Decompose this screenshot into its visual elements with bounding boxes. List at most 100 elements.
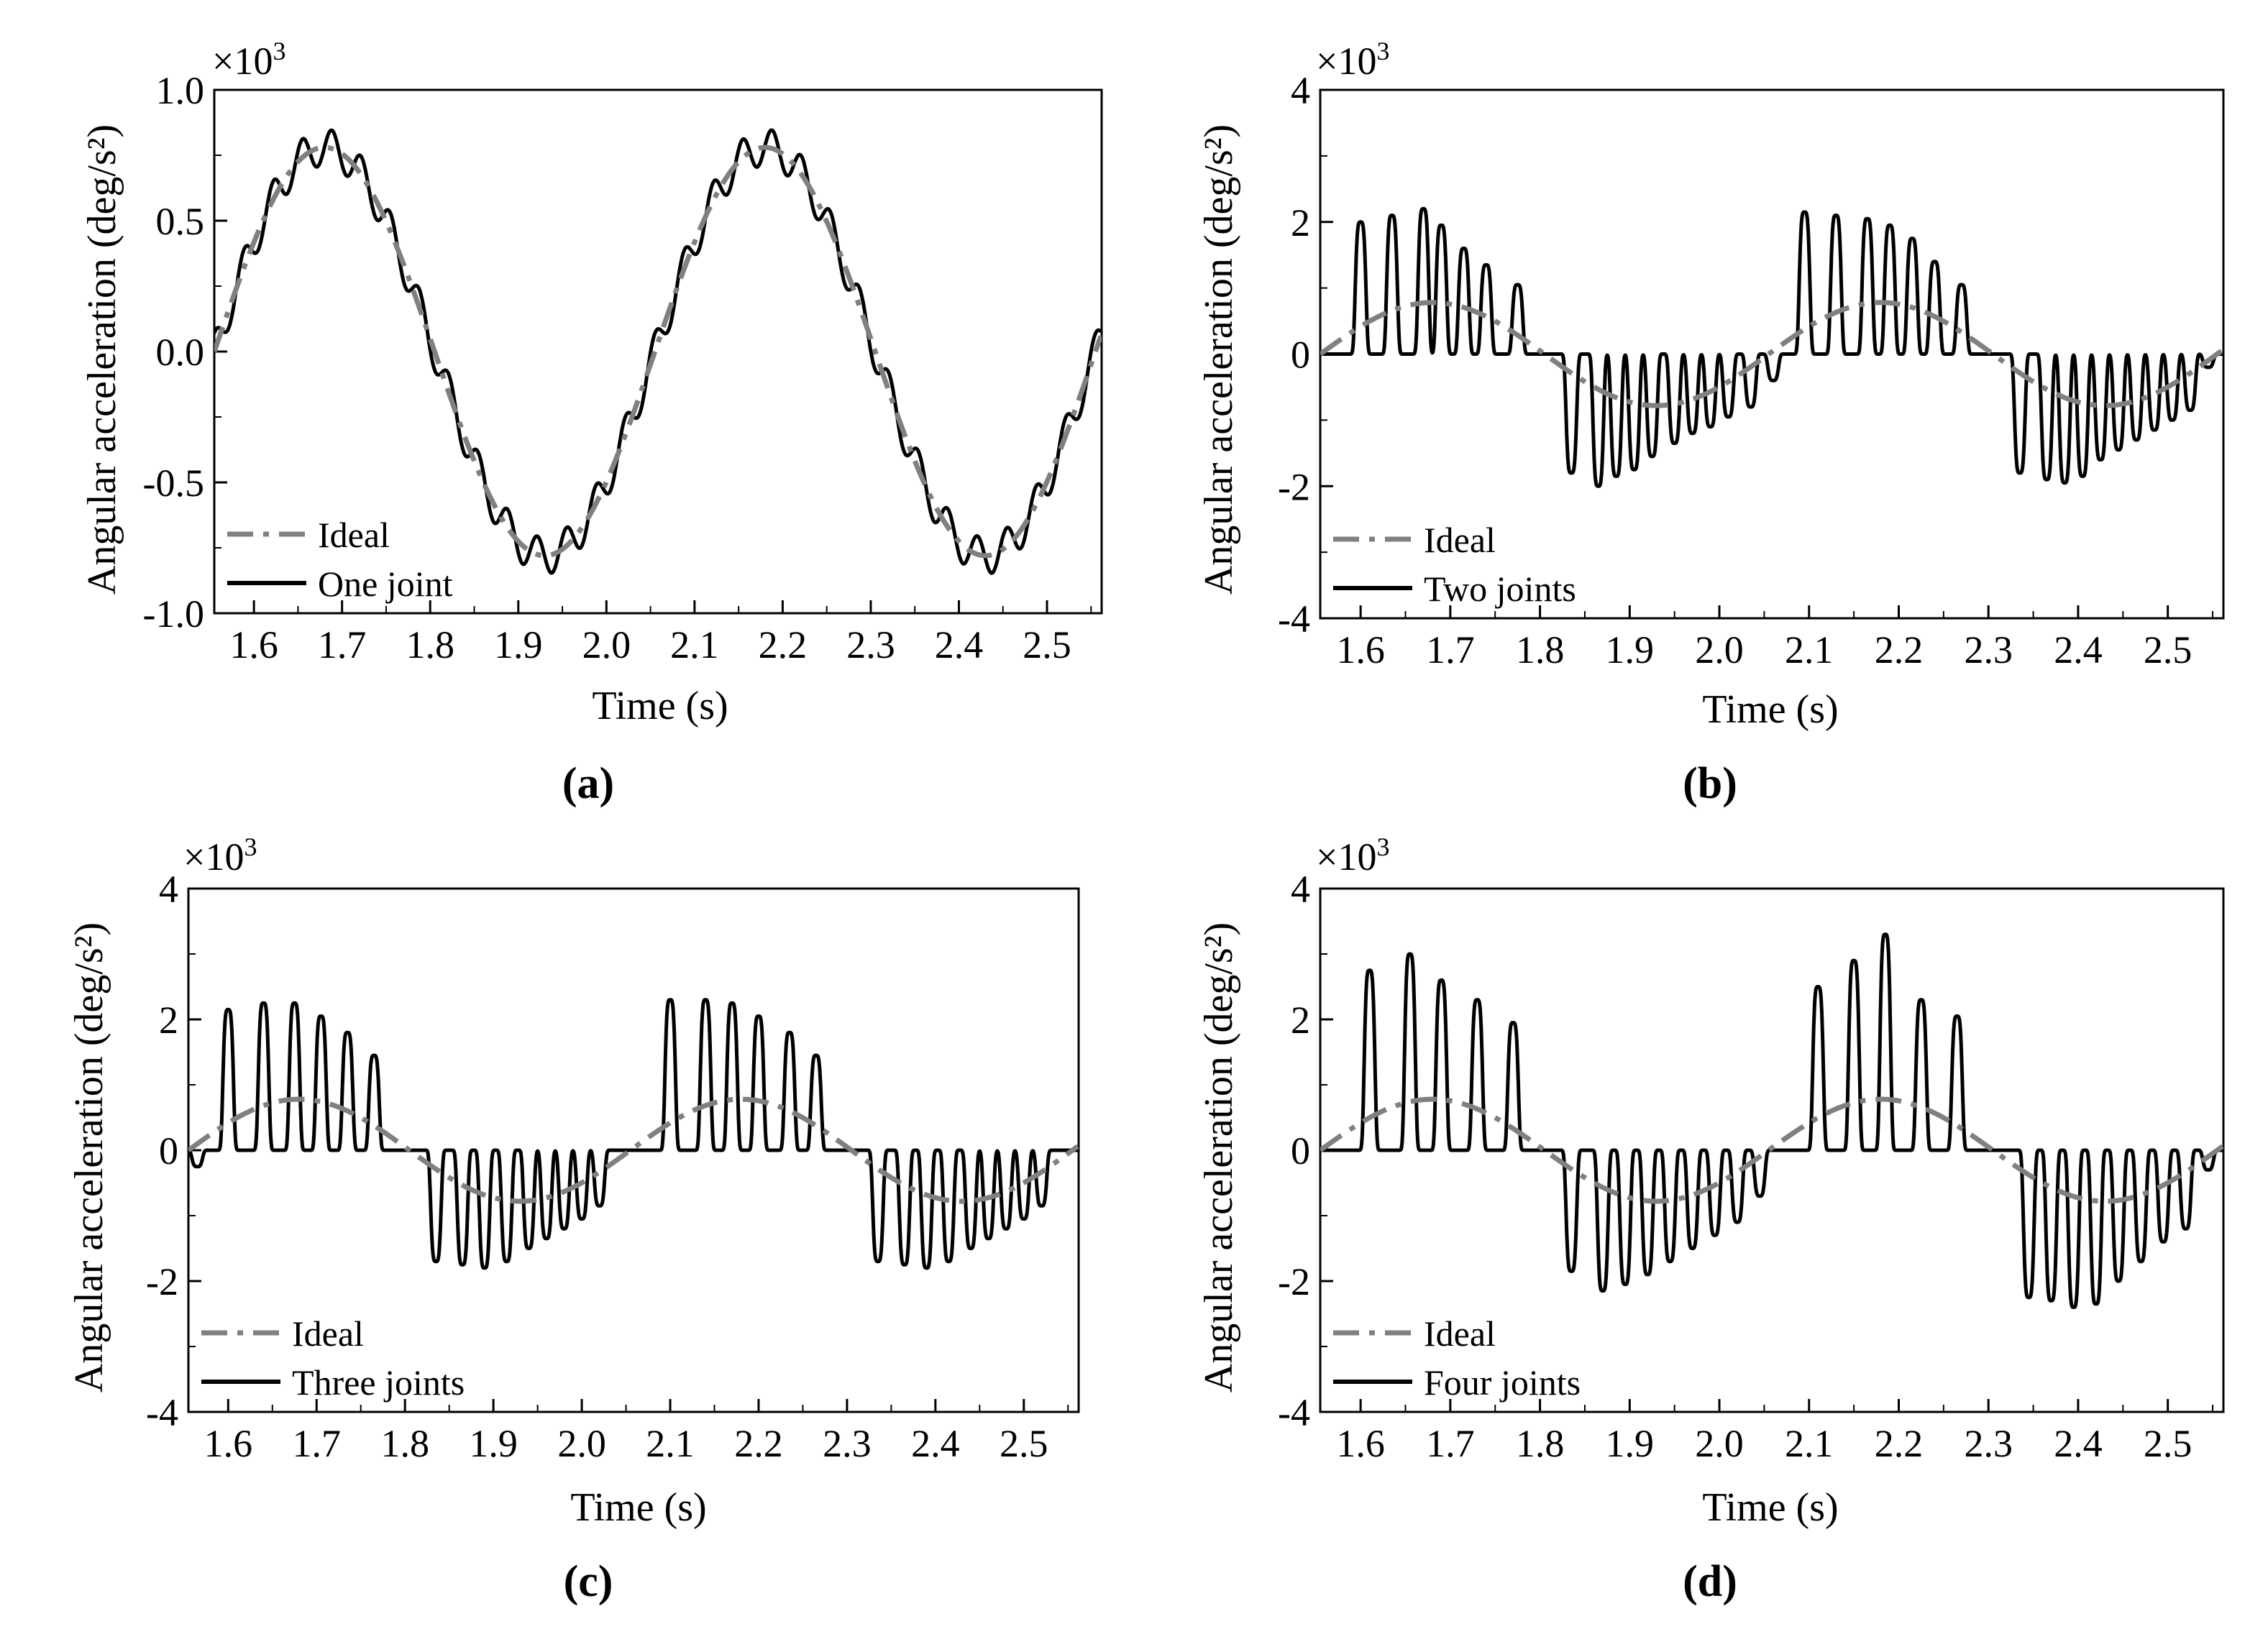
panel-a-multiplier: ×103 bbox=[212, 37, 285, 83]
panel-a-series-group bbox=[214, 128, 1102, 575]
panel-b-plot-area: 1.6 1.7 1.8 1.9 2.0 2.1 2.2 2.3 2.4 2.5 4 2 0 -2 -4 Ide… bbox=[1278, 69, 2225, 671]
panel-c-plot-area: 1.6 1.7 1.8 1.9 2.0 2.1 2.2 2.3 2.4 2.5 4 2 0 -2 -4 Ide… bbox=[146, 868, 1080, 1465]
panel-d-legend-label-measured: Four joints bbox=[1424, 1362, 1581, 1403]
panel-c-xtick-label: 2.4 bbox=[911, 1422, 960, 1465]
panel-d-xtick-label: 1.6 bbox=[1336, 1422, 1385, 1465]
panel-b-ylabel: Angular acceleration (deg/s²) bbox=[1197, 124, 1241, 595]
panel-b-xtick-label: 2.1 bbox=[1785, 628, 1834, 671]
panel-b-ytick-label: 0 bbox=[1291, 334, 1310, 377]
panel-a-xtick-label: 1.9 bbox=[494, 623, 543, 666]
panel-d-series-group bbox=[1320, 932, 2223, 1309]
panel-a-xtick-label: 2.0 bbox=[582, 623, 631, 666]
panel-c-ytick-label: -2 bbox=[146, 1260, 178, 1303]
panel-c: 1.6 1.7 1.8 1.9 2.0 2.1 2.2 2.3 2.4 2.5 4 2 0 -2 -4 Ide… bbox=[67, 832, 1080, 1606]
panel-d-ytick-label: -2 bbox=[1278, 1260, 1310, 1303]
panel-d-ylabel: Angular acceleration (deg/s²) bbox=[1197, 922, 1241, 1393]
panel-b-xtick-label: 2.5 bbox=[2144, 628, 2192, 671]
panel-c-ytick-label: 0 bbox=[159, 1129, 178, 1173]
panel-a-ytick-label: -1.0 bbox=[143, 592, 204, 636]
panel-d-xtick-label: 1.8 bbox=[1516, 1422, 1565, 1465]
panel-d-xtick-label: 1.7 bbox=[1426, 1422, 1475, 1465]
panel-d-xtick-label: 2.1 bbox=[1785, 1422, 1834, 1465]
panel-d-xtick-label: 2.0 bbox=[1695, 1422, 1744, 1465]
panel-c-series-ideal bbox=[188, 1096, 1079, 1204]
panel-c-legend-label-measured: Three joints bbox=[292, 1362, 465, 1403]
panel-b-xtick-label: 1.8 bbox=[1516, 628, 1565, 671]
panel-b-xtick-label: 2.4 bbox=[2054, 628, 2103, 671]
panel-c-series-group bbox=[188, 998, 1079, 1270]
panel-c-legend-label-ideal: Ideal bbox=[292, 1313, 364, 1354]
panel-a-xtick-label: 2.4 bbox=[935, 623, 984, 666]
panel-a-ytick-label: 0.5 bbox=[156, 200, 205, 243]
panel-d-ytick-label: 0 bbox=[1291, 1129, 1310, 1173]
panel-a-ytick-label: 1.0 bbox=[156, 69, 205, 112]
panel-d-xtick-label: 2.2 bbox=[1875, 1422, 1924, 1465]
panel-c-xtick-label: 1.7 bbox=[293, 1422, 342, 1465]
panel-a-xtick-label: 2.1 bbox=[670, 623, 719, 666]
panel-a-xtick-label: 2.2 bbox=[759, 623, 808, 666]
panel-c-xtick-label: 2.3 bbox=[823, 1422, 872, 1465]
panel-d-xlabel: Time (s) bbox=[1702, 1485, 1838, 1530]
panel-d-xtick-label: 2.3 bbox=[1964, 1422, 2013, 1465]
panel-a-xlabel: Time (s) bbox=[592, 684, 728, 728]
panel-b-xtick-label: 2.3 bbox=[1964, 628, 2013, 671]
panel-a-plot-area: 1.6 1.7 1.8 1.9 2.0 2.1 2.2 2.3 2.4 2.5 1.0 0.5 0.0 -… bbox=[143, 69, 1103, 666]
panel-a-xtick-label: 1.8 bbox=[406, 623, 454, 666]
panel-d-legend-label-ideal: Ideal bbox=[1424, 1313, 1496, 1354]
panel-b-xtick-label: 2.2 bbox=[1875, 628, 1924, 671]
panel-a: 1.6 1.7 1.8 1.9 2.0 2.1 2.2 2.3 2.4 2.5 1.0 0.5 0.0 -… bbox=[80, 37, 1103, 808]
panel-b-xlabel: Time (s) bbox=[1702, 687, 1838, 732]
panel-c-xtick-label: 1.6 bbox=[204, 1422, 253, 1465]
panel-c-xtick-label: 2.0 bbox=[557, 1422, 606, 1465]
panel-d-xtick-label: 2.4 bbox=[2054, 1422, 2103, 1465]
panel-b-ytick-label: 4 bbox=[1291, 69, 1310, 112]
panel-c-xtick-label: 1.9 bbox=[469, 1422, 518, 1465]
panel-b-xtick-label: 1.6 bbox=[1336, 628, 1385, 671]
panel-c-ytick-label: 2 bbox=[159, 999, 178, 1042]
panel-c-xtick-label: 2.2 bbox=[734, 1422, 783, 1465]
panel-c-xtick-label: 1.8 bbox=[380, 1422, 429, 1465]
panel-c-ytick-label: -4 bbox=[146, 1391, 178, 1434]
panel-b: 1.6 1.7 1.8 1.9 2.0 2.1 2.2 2.3 2.4 2.5 4 2 0 -2 -4 Ide… bbox=[1197, 37, 2225, 808]
panel-a-series-one-joint bbox=[214, 128, 1102, 575]
panel-d-multiplier: ×103 bbox=[1316, 832, 1389, 878]
panel-d: 1.6 1.7 1.8 1.9 2.0 2.1 2.2 2.3 2.4 2.5 4 2 0 -2 -4 Ide… bbox=[1197, 832, 2225, 1606]
panel-c-ytick-label: 4 bbox=[159, 868, 178, 911]
panel-b-multiplier: ×103 bbox=[1316, 37, 1389, 83]
panel-b-series-ideal bbox=[1320, 300, 2223, 408]
panel-b-legend-label-ideal: Ideal bbox=[1424, 520, 1496, 560]
panel-b-xtick-label: 1.9 bbox=[1606, 628, 1655, 671]
panel-d-series-four-joints bbox=[1320, 932, 2223, 1309]
panel-c-xlabel: Time (s) bbox=[570, 1485, 706, 1530]
panel-a-xtick-label: 1.6 bbox=[229, 623, 278, 666]
panel-b-legend-label-measured: Two joints bbox=[1424, 569, 1576, 609]
panel-c-ylabel: Angular acceleration (deg/s²) bbox=[67, 922, 111, 1393]
panel-a-caption: (a) bbox=[562, 759, 614, 808]
panel-d-plot-area: 1.6 1.7 1.8 1.9 2.0 2.1 2.2 2.3 2.4 2.5 4 2 0 -2 -4 Ide… bbox=[1278, 868, 2225, 1465]
panel-d-xtick-label: 2.5 bbox=[2144, 1422, 2192, 1465]
panel-a-ytick-label: -0.5 bbox=[143, 462, 204, 505]
panel-d-ytick-label: 4 bbox=[1291, 868, 1310, 911]
panel-a-ytick-label: 0.0 bbox=[156, 331, 205, 374]
panel-a-ylabel: Angular acceleration (deg/s²) bbox=[80, 124, 124, 595]
panel-a-xtick-label: 2.5 bbox=[1023, 623, 1071, 666]
panel-d-ytick-label: -4 bbox=[1278, 1391, 1310, 1434]
panel-b-ytick-label: 2 bbox=[1291, 201, 1310, 244]
panel-b-series-group bbox=[1320, 206, 2223, 488]
panel-b-caption: (b) bbox=[1683, 759, 1737, 808]
panel-d-ytick-label: 2 bbox=[1291, 999, 1310, 1042]
panel-c-xtick-label: 2.1 bbox=[646, 1422, 695, 1465]
panel-d-xtick-label: 1.9 bbox=[1606, 1422, 1655, 1465]
panel-b-series-two-joints bbox=[1320, 206, 2223, 488]
panel-d-caption: (d) bbox=[1683, 1557, 1737, 1606]
panel-c-series-three-joints bbox=[188, 998, 1079, 1270]
panel-b-ytick-label: -4 bbox=[1278, 597, 1310, 641]
panel-a-xtick-label: 1.7 bbox=[318, 623, 367, 666]
panel-b-xtick-label: 2.0 bbox=[1695, 628, 1744, 671]
panel-a-legend-label-measured: One joint bbox=[318, 564, 453, 604]
panel-b-xtick-label: 1.7 bbox=[1426, 628, 1475, 671]
panel-a-xtick-label: 2.3 bbox=[846, 623, 895, 666]
panel-c-caption: (c) bbox=[564, 1557, 613, 1606]
panel-a-series-ideal bbox=[214, 144, 1102, 559]
